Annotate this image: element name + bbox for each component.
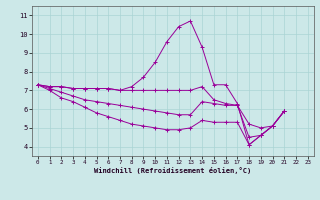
X-axis label: Windchill (Refroidissement éolien,°C): Windchill (Refroidissement éolien,°C) [94,167,252,174]
